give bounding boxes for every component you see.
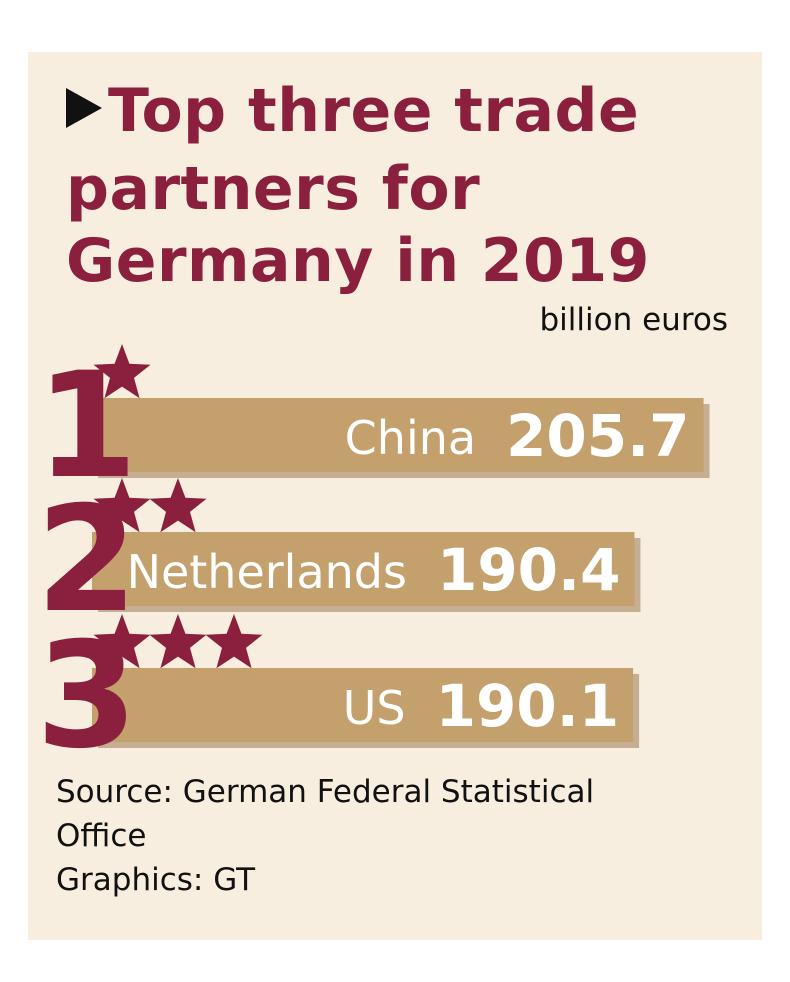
star-icon — [205, 614, 263, 669]
source-line-2: Office — [56, 818, 147, 854]
star-icon — [93, 614, 151, 669]
bar-china — [92, 398, 704, 472]
bar-category-label: China — [345, 411, 476, 465]
source-line-1: Source: German Federal Statistical — [56, 774, 595, 810]
unit-label: billion euros — [539, 302, 729, 338]
bar-value: 190.1 — [436, 672, 619, 740]
star-icon — [93, 478, 151, 533]
bar-category-label: US — [343, 681, 406, 735]
title-line-1: Top three trade — [108, 76, 640, 146]
graphics-credit: Graphics: GT — [56, 862, 256, 898]
star-icon — [149, 478, 207, 533]
title-line-3: Germany in 2019 — [66, 226, 650, 296]
star-icon — [149, 614, 207, 669]
bar-us — [92, 668, 634, 742]
bar-netherlands — [92, 532, 635, 606]
footer: Source: German Federal Statistical Offic… — [56, 770, 736, 902]
bar-value: 205.7 — [506, 402, 689, 470]
bar-category-label: Netherlands — [127, 545, 407, 599]
bar-value: 190.4 — [437, 536, 620, 604]
title-line-2: partners for — [66, 154, 481, 224]
infographic-panel — [28, 52, 762, 940]
star-icon — [93, 344, 151, 399]
play-arrow-icon — [66, 88, 102, 128]
